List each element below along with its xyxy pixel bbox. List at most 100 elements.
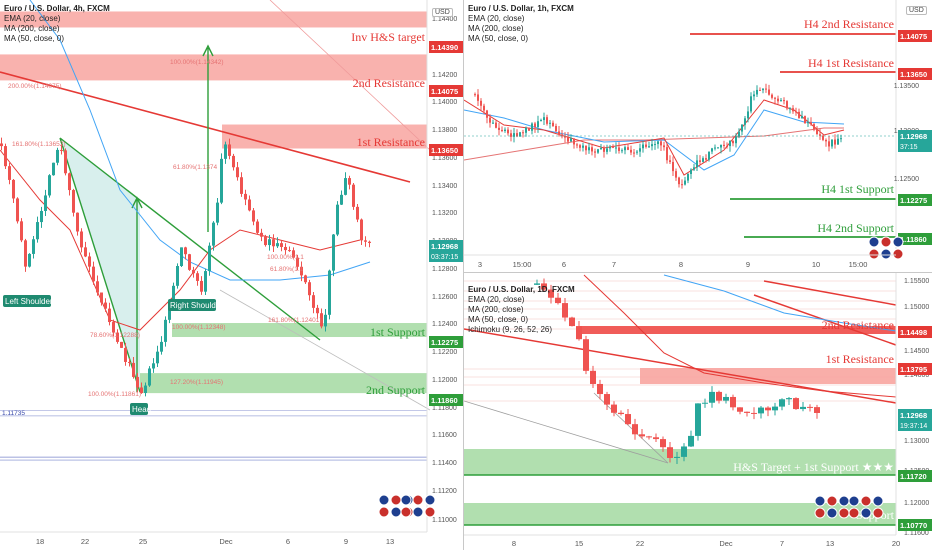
currency-button[interactable]: USD [432,8,453,17]
indicator-ma200[interactable]: MA (200, close) [468,24,524,33]
indicator-ma50[interactable]: MA (50, close, 0) [4,34,65,43]
chart-1d-canvas[interactable]: 2nd Resistance 1st Resistance H&S Target +… [464,273,932,550]
indicator-ema[interactable]: EMA (20, close) [4,14,61,23]
candle-body [344,178,347,195]
y-tick-label: 1.11600 [432,432,457,439]
left-shoulder-label: Left Shoulder [5,297,53,306]
indicator-ema[interactable]: EMA (20, close) [468,295,525,304]
chart-panel-1d[interactable]: 2nd Resistance 1st Resistance H&S Target +… [464,273,932,550]
2nd-resistance-label: 2nd Resistance [353,76,425,90]
candle-body [723,396,729,401]
candle-body [236,167,239,178]
symbol-title[interactable]: Euro / U.S. Dollar, 1h, FXCM [468,4,574,13]
candle-body [56,149,59,163]
indicator-ma50[interactable]: MA (50, close, 0) [468,315,529,324]
candle-body [84,247,87,257]
candle-body [276,243,279,247]
flag-icon [390,494,402,506]
candle-body [642,144,644,149]
countdown-label: 37:15 [900,144,918,151]
h4-2nd-resistance-label: H4 2nd Resistance [804,17,894,31]
trend-line[interactable] [763,280,897,306]
candle-body [606,148,608,152]
candle-body [569,317,575,327]
head-label: Head [132,405,151,414]
flag-icon [814,495,826,507]
candle-body [688,435,694,447]
candle-body [632,424,638,435]
candle-body [555,125,557,132]
candle-body [597,149,599,153]
candle-body [501,129,503,131]
candle-body [723,144,725,146]
candle-body [708,151,710,160]
flag-icon [838,507,850,519]
indicator-ema-line [583,274,897,398]
chart-panel-1h[interactable]: H4 2nd Resistance H4 1st Resistance H4 1st… [464,0,932,272]
indicator-ma200[interactable]: MA (200, close) [468,305,524,314]
chart-1d-legend: Euro / U.S. Dollar, 1D, FXCM EMA (20, cl… [468,285,575,335]
candle-body [814,407,820,413]
candle-body [597,383,603,395]
flag-icon [848,495,860,507]
candle-body [196,273,199,281]
candle-body [136,376,139,388]
candle-body [675,171,677,178]
price-tag-h4-2nd-sup-bg [898,233,932,245]
candle-body [498,127,500,130]
chart-panel-4h[interactable]: Left Shoulder Right Shoulder Head 100.00%(1… [0,0,463,550]
panel-divider[interactable] [463,0,464,550]
candle-body [492,122,494,124]
candle-body [352,184,355,207]
candle-body [570,138,572,142]
candle-body [0,143,3,147]
candle-body [108,308,111,323]
candle-body [798,111,800,118]
zone-1st-support [464,449,896,475]
x-tick-label: 18 [36,537,44,546]
candle-body [272,239,275,247]
candle-body [834,139,836,145]
candle-body [360,219,363,241]
candle-body [528,127,530,131]
candle-body [780,100,782,102]
candle-body [516,133,518,137]
trend-line[interactable] [0,71,411,183]
last-price-label: 1.12968 [900,411,927,420]
currency-flags [814,495,850,519]
candle-body [669,160,671,162]
candle-body [714,147,716,149]
flag-icon [378,494,390,506]
candle-body [783,100,785,102]
price-tag-1st-res-bg [429,144,463,156]
candle-body [747,111,749,119]
chart-4h-canvas[interactable]: Left Shoulder Right Shoulder Head 100.00%(1… [0,0,463,550]
candle-body [44,195,47,211]
indicator-ma200[interactable]: MA (200, close) [4,24,60,33]
indicator-ma50[interactable]: MA (50, close, 0) [468,34,529,43]
y-tick-label: 1.14400 [432,16,457,23]
candle-body [483,105,485,111]
indicator-ichimoku[interactable]: Ichimoku (9, 26, 52, 26) [468,325,553,334]
currency-button[interactable]: USD [906,6,927,15]
panel-divider[interactable] [464,272,932,273]
symbol-title[interactable]: Euro / U.S. Dollar, 1D, FXCM [468,285,575,294]
x-tick-label: 10 [812,260,820,269]
x-tick-label: 20 [892,539,900,548]
candle-body [663,145,665,148]
symbol-title[interactable]: Euro / U.S. Dollar, 4h, FXCM [4,4,110,13]
last-price-label: 1.12968 [431,242,458,251]
indicator-ema[interactable]: EMA (20, close) [468,14,525,23]
candle-body [653,437,659,440]
candle-body [615,147,617,149]
zone-inv-hs-target [0,11,427,28]
price-tag-h4-1st-res: 1.13650 [900,70,927,79]
last-price-label: 1.12968 [900,132,927,141]
candle-body [825,139,827,142]
candle-body [705,158,707,160]
price-tag-1st-sup-bg [429,336,463,348]
candle-body [765,407,771,411]
candle-body [36,222,39,240]
candle-body [531,123,533,131]
chart-1h-canvas[interactable]: H4 2nd Resistance H4 1st Resistance H4 1st… [464,0,932,272]
